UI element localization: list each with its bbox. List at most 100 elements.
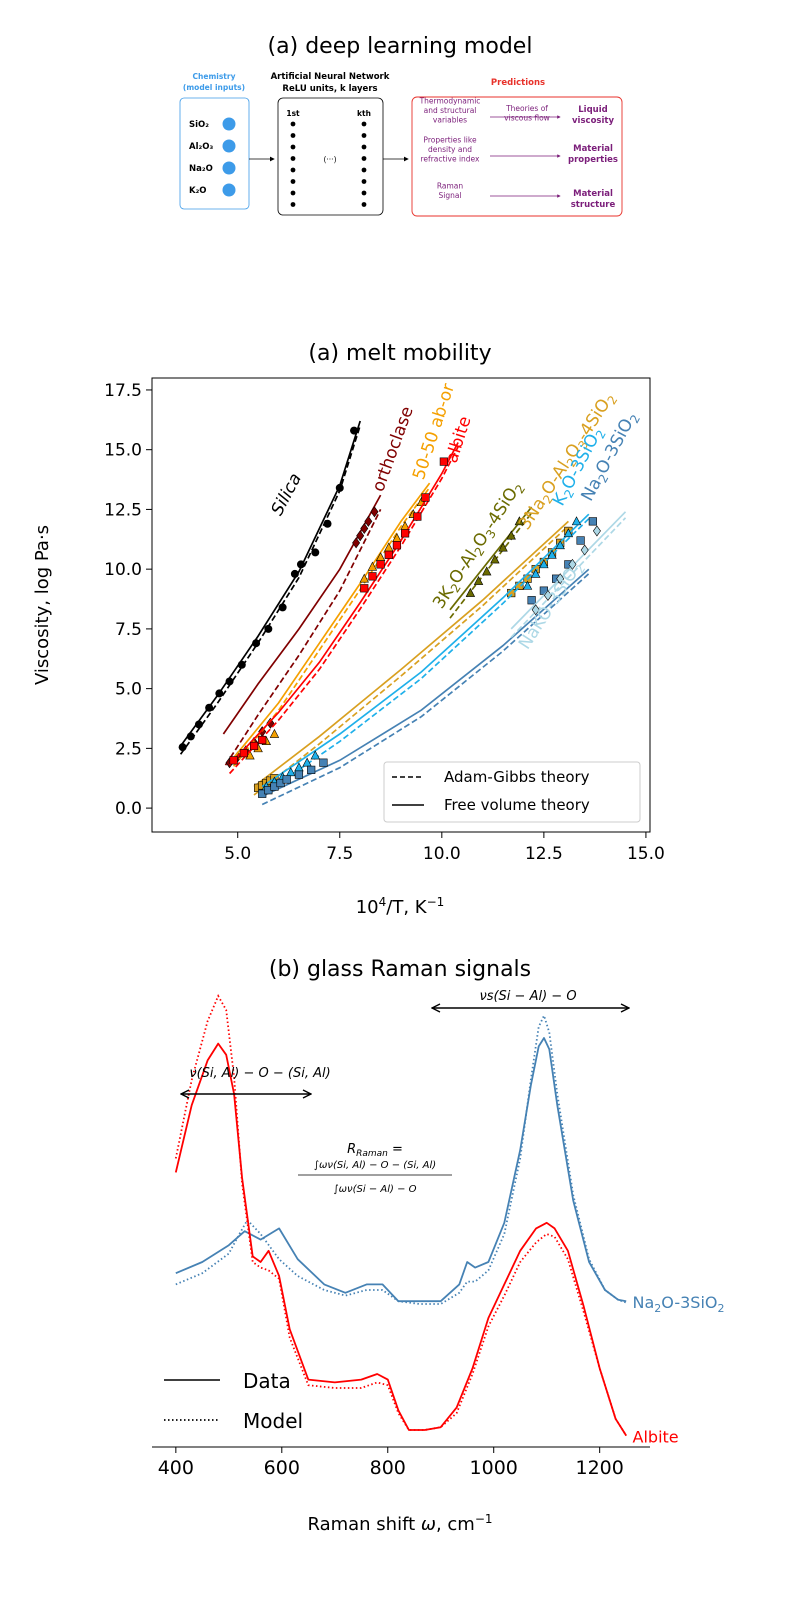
- chart2-x-ticks: 400 600 800 1000 1200: [158, 1447, 624, 1479]
- data-point-orthoclase: [352, 537, 361, 549]
- chart1-x-axis-label: 104/T, K−1: [356, 895, 445, 918]
- y-tick-label: 2.5: [115, 739, 142, 759]
- data-point-na-o-3sio: [294, 770, 304, 779]
- band-label-left: ν(Si, Al) − O − (Si, Al): [189, 1066, 330, 1081]
- data-point-k-o-3sio: [547, 549, 557, 559]
- ann-neuron: [361, 179, 367, 184]
- data-point-3k-o-al-o-4sio: [514, 516, 525, 526]
- data-point-albite: [439, 457, 448, 466]
- fit-free-volume-50-50-ab-or: [232, 482, 431, 759]
- y-tick-label: 0.0: [115, 799, 142, 819]
- raman-series-label-albite: Albite: [633, 1428, 679, 1447]
- ann-neuron: [361, 121, 367, 127]
- data-point-3k-o-al-o-4sio: [498, 542, 508, 552]
- melt-mobility-chart: (a) melt mobility Silicaorthoclase50-50 …: [32, 341, 665, 918]
- data-point-albite: [376, 560, 385, 569]
- y-tick-label: 15.0: [104, 441, 142, 461]
- raman-model-albite: [174, 993, 627, 1437]
- prediction-left-text: Raman: [437, 181, 464, 190]
- inputs-box: Chemistry (model inputs) SiO₂ Al₂O₃ Na₂O K₂…: [179, 72, 250, 210]
- raman-model-na-o-3sio: [175, 1013, 627, 1305]
- data-point-50-50-ab-or: [367, 561, 378, 571]
- data-point-na-o-3sio: [576, 536, 585, 545]
- x-tick-label: 10.0: [423, 844, 461, 864]
- data-point-silica: [290, 569, 299, 578]
- data-point-silica: [178, 743, 187, 752]
- data-point-albite: [239, 749, 248, 758]
- prediction-middle-text: viscous flow: [504, 114, 550, 123]
- ann-neuron: [290, 156, 296, 161]
- y-tick-label: 7.5: [115, 620, 142, 640]
- prediction-left-text: refractive index: [421, 155, 481, 164]
- prediction-right-text: Material: [573, 189, 613, 199]
- inputs-list: SiO₂ Al₂O₃ Na₂O K₂O: [189, 117, 236, 197]
- prediction-right-text: viscosity: [572, 116, 614, 126]
- prediction-right-text: Material: [573, 144, 613, 154]
- fit-adam-gibbs-orthoclase: [224, 509, 382, 766]
- data-point-silica: [237, 660, 246, 669]
- prediction-right-text: structure: [571, 200, 616, 210]
- ann-neuron: [290, 133, 296, 138]
- prediction-left-text: Signal: [438, 191, 461, 200]
- data-point-50-50-ab-or: [269, 728, 280, 738]
- data-point-silica: [296, 560, 305, 569]
- ann-frame: [277, 97, 384, 216]
- diagram-title: (a) deep learning model: [268, 34, 533, 59]
- data-point-silica: [194, 720, 203, 729]
- x-tick-label: 1000: [470, 1457, 518, 1479]
- x-tick-label: 5.0: [224, 844, 251, 864]
- ann-neurons: [290, 121, 367, 207]
- data-point-silica: [186, 732, 195, 741]
- x-tick-label: 12.5: [525, 844, 563, 864]
- data-point-na-o-3sio: [527, 596, 536, 605]
- chart1-x-ticks: 5.0 7.5 10.0 12.5 15.0: [224, 832, 665, 864]
- data-point-albite: [392, 541, 402, 550]
- data-point-nako-3sio: [592, 525, 601, 537]
- data-point-albite: [400, 529, 410, 538]
- fit-adam-gibbs-silica: [179, 425, 362, 755]
- input-label-2: Na₂O: [189, 164, 213, 174]
- chart2-legend: Data Model: [164, 1369, 303, 1433]
- data-point-silica: [215, 689, 224, 698]
- fit-free-volume-3na-o-al-o-4sio: [253, 520, 569, 788]
- ann-neuron: [290, 190, 296, 196]
- ann-box: Artificial Neural Network ReLU units, k …: [271, 72, 390, 216]
- data-point-3k-o-al-o-4sio: [465, 587, 476, 597]
- fit-free-volume-silica: [179, 420, 362, 747]
- data-point-silica: [264, 624, 273, 633]
- input-node-1: [222, 139, 236, 153]
- data-point-nako-3sio: [580, 544, 589, 556]
- raman-data-na-o-3sio: [175, 1037, 627, 1303]
- band-annotation-right: νs(Si − Al) − O: [432, 989, 629, 1008]
- chart1-legend-frame: [383, 761, 641, 823]
- input-node-2: [222, 161, 236, 175]
- data-point-silica: [350, 426, 359, 435]
- chart2-title: (b) glass Raman signals: [269, 957, 531, 982]
- data-point-silica: [311, 548, 320, 557]
- data-point-silica: [205, 703, 214, 712]
- chart1-legend: Adam-Gibbs theory Free volume theory: [383, 761, 641, 823]
- data-point-k-o-3sio: [563, 528, 574, 538]
- fit-adam-gibbs-3k-o-al-o-4sio: [449, 512, 533, 619]
- ann-neuron: [361, 202, 367, 207]
- x-tick-label: 400: [158, 1457, 194, 1479]
- data-point-albite: [413, 512, 422, 521]
- prediction-right-text: Liquid: [578, 105, 607, 115]
- ann-neuron: [361, 156, 367, 161]
- chart1-title: (a) melt mobility: [308, 341, 491, 366]
- data-point-orthoclase: [370, 506, 379, 518]
- data-point-silica: [323, 519, 332, 528]
- prediction-middle-text: Theories of: [505, 104, 548, 113]
- data-point-albite: [360, 584, 369, 593]
- data-point-silica: [335, 483, 344, 492]
- ann-first-layer-label: 1st: [286, 109, 300, 118]
- ann-neuron: [361, 144, 367, 150]
- ann-hidden-dots: (···): [323, 155, 336, 164]
- band-annotation-left: ν(Si, Al) − O − (Si, Al): [181, 1066, 331, 1094]
- predictions-title: Predictions: [491, 78, 545, 88]
- ann-title-2: ReLU units, k layers: [282, 84, 377, 94]
